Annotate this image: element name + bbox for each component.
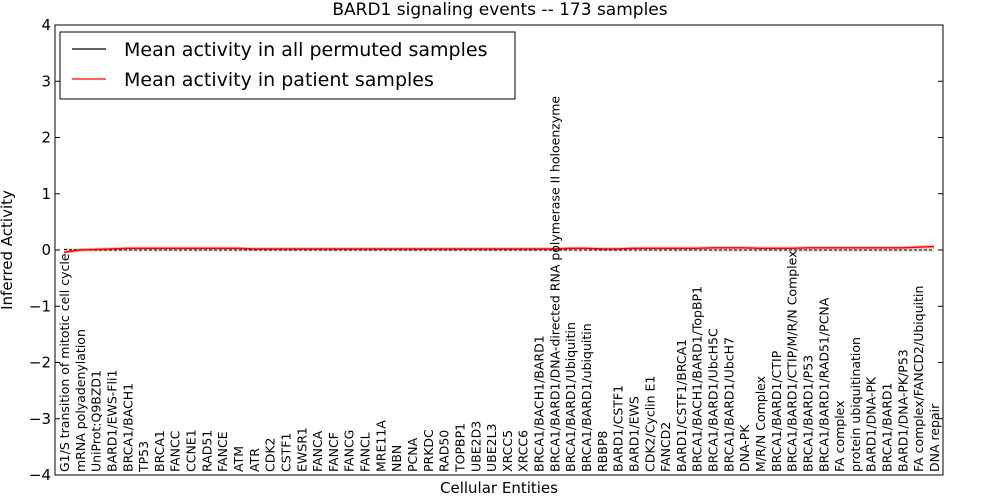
x-tick-label: mRNA polyadenylation	[73, 329, 88, 472]
x-tick-label: DNA-PK	[737, 424, 752, 472]
x-tick-label: BRCA1/BACH1/BARD1	[532, 335, 547, 472]
x-tick-label: BARD1/DNA-PK/P53	[895, 349, 910, 472]
series-lines	[63, 245, 935, 253]
x-tick-label: UBE2L3	[484, 424, 499, 473]
x-tick-label: TP53	[136, 441, 151, 473]
x-tick-label: BRCA1/BACH1	[120, 383, 135, 472]
x-tick-label: ATR	[247, 448, 262, 472]
x-tick-label: FANCE	[215, 431, 230, 472]
legend-box	[59, 31, 516, 100]
y-tick-label: 2	[41, 129, 51, 147]
x-tick-label: BARD1/EWS-Fli1	[105, 370, 120, 472]
x-tick-label: G1/S transition of mitotic cell cycle	[57, 253, 72, 472]
x-tick-label: MRE11A	[373, 420, 388, 472]
x-tick-label: TOPBP1	[453, 423, 468, 473]
series-line-0	[63, 248, 934, 251]
x-tick-label: FANCG	[342, 430, 357, 472]
y-tick-label: 3	[41, 72, 51, 90]
x-tick-label: PRKDC	[421, 429, 436, 472]
x-tick-label: BARD1/CSTF1	[611, 385, 626, 472]
x-tick-label: BARD1/EWS	[627, 396, 642, 472]
x-tick-label: FANCL	[358, 432, 373, 472]
x-tick-label: UBE2D3	[468, 421, 483, 472]
y-tick-label: −1	[29, 297, 51, 315]
x-tick-label: FANCC	[168, 430, 183, 472]
x-tick-label: BARD1/CSTF1/BRCA1	[674, 339, 689, 472]
y-tick-label: −4	[29, 466, 51, 484]
x-tick-label: CDK2/Cyclin E1	[642, 376, 657, 472]
chart-title: BARD1 signaling events -- 173 samples	[332, 0, 667, 20]
x-tick-label: BRCA1/BARD1/DNA-directed RNA polymerase …	[547, 96, 562, 472]
x-tick-label: BARD1/DNA-PK	[864, 376, 879, 472]
y-tick-label: 1	[41, 185, 51, 203]
x-tick-label: BRCA1/BARD1/ubiquitin	[579, 323, 594, 472]
legend-label-permuted: Mean activity in all permuted samples	[124, 39, 487, 61]
x-tick-label: XRCC5	[500, 430, 515, 472]
x-tick-label: FANCF	[326, 432, 341, 472]
x-tick-label: RBBP8	[595, 431, 610, 472]
x-tick-label: BRCA1/BARD1/UbcH7	[721, 337, 736, 472]
x-tick-label: FA complex	[832, 400, 847, 472]
x-tick-label: BRCA1/BARD1/RAD51/PCNA	[816, 297, 831, 472]
x-tick-label: ATM	[231, 446, 246, 472]
x-tick-label: PCNA	[405, 437, 420, 472]
y-tick-label: 0	[41, 241, 51, 259]
x-tick-label: FANCA	[310, 430, 325, 472]
legend-label-patient: Mean activity in patient samples	[124, 69, 434, 91]
y-tick-label: −2	[29, 354, 51, 372]
x-tick-label: CSTF1	[279, 433, 294, 472]
x-tick-label: RAD51	[199, 430, 214, 472]
y-tick-label: −3	[29, 410, 51, 428]
x-tick-label: BRCA1/BARD1/UbcH5C	[706, 328, 721, 472]
x-tick-label: RAD50	[437, 430, 452, 472]
x-tick-label: BRCA1/BARD1/P53	[801, 355, 816, 472]
x-tick-label: M/R/N Complex	[753, 376, 768, 472]
x-tick-label: BRCA1/BARD1/CTIP	[769, 350, 784, 472]
x-tick-label: EWSR1	[294, 427, 309, 472]
y-axis-label: Inferred Activity	[0, 190, 16, 310]
y-tick-label: 4	[41, 16, 51, 34]
x-tick-label: CCNE1	[184, 429, 199, 472]
x-tick-label: BRCA1/BACH1/BARD1/TopBP1	[690, 286, 705, 472]
x-tick-label: FANCD2	[658, 422, 673, 472]
x-axis: G1/S transition of mitotic cell cycle mRN…	[57, 96, 942, 473]
x-tick-label: DNA repair	[927, 403, 942, 472]
x-tick-label: XRCC6	[516, 430, 531, 472]
x-tick-label: CDK2	[263, 437, 278, 472]
x-axis-label: Cellular Entities	[440, 479, 558, 497]
x-tick-label: NBN	[389, 445, 404, 472]
x-tick-label: BRCA1/BARD1/CTIP/M/R/N Complex	[785, 250, 800, 472]
x-tick-label: BRCA1/BARD1	[880, 383, 895, 472]
x-tick-label: UniProt:Q9BZD1	[89, 370, 104, 472]
x-tick-label: BRCA1/BARD1/Ubiquitin	[563, 322, 578, 472]
x-tick-label: protein ubiquitination	[848, 337, 863, 472]
series-line-1	[63, 245, 935, 253]
x-tick-label: FA complex/FANCD2/Ubiquitin	[911, 286, 926, 472]
legend: Mean activity in all permuted samples Me…	[59, 31, 516, 100]
y-axis: 4 3 2 1 0 −1 −2 −3 −4	[29, 16, 943, 484]
x-tick-label: BRCA1	[152, 430, 167, 472]
